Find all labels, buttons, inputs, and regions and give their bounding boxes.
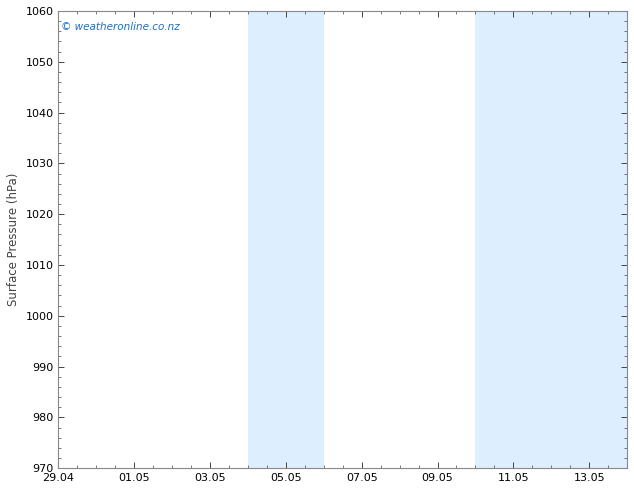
Bar bbox=[551, 11, 627, 468]
Bar bbox=[248, 11, 324, 468]
Y-axis label: Surface Pressure (hPa): Surface Pressure (hPa) bbox=[7, 173, 20, 306]
Text: © weatheronline.co.nz: © weatheronline.co.nz bbox=[61, 23, 180, 32]
Bar bbox=[476, 11, 551, 468]
